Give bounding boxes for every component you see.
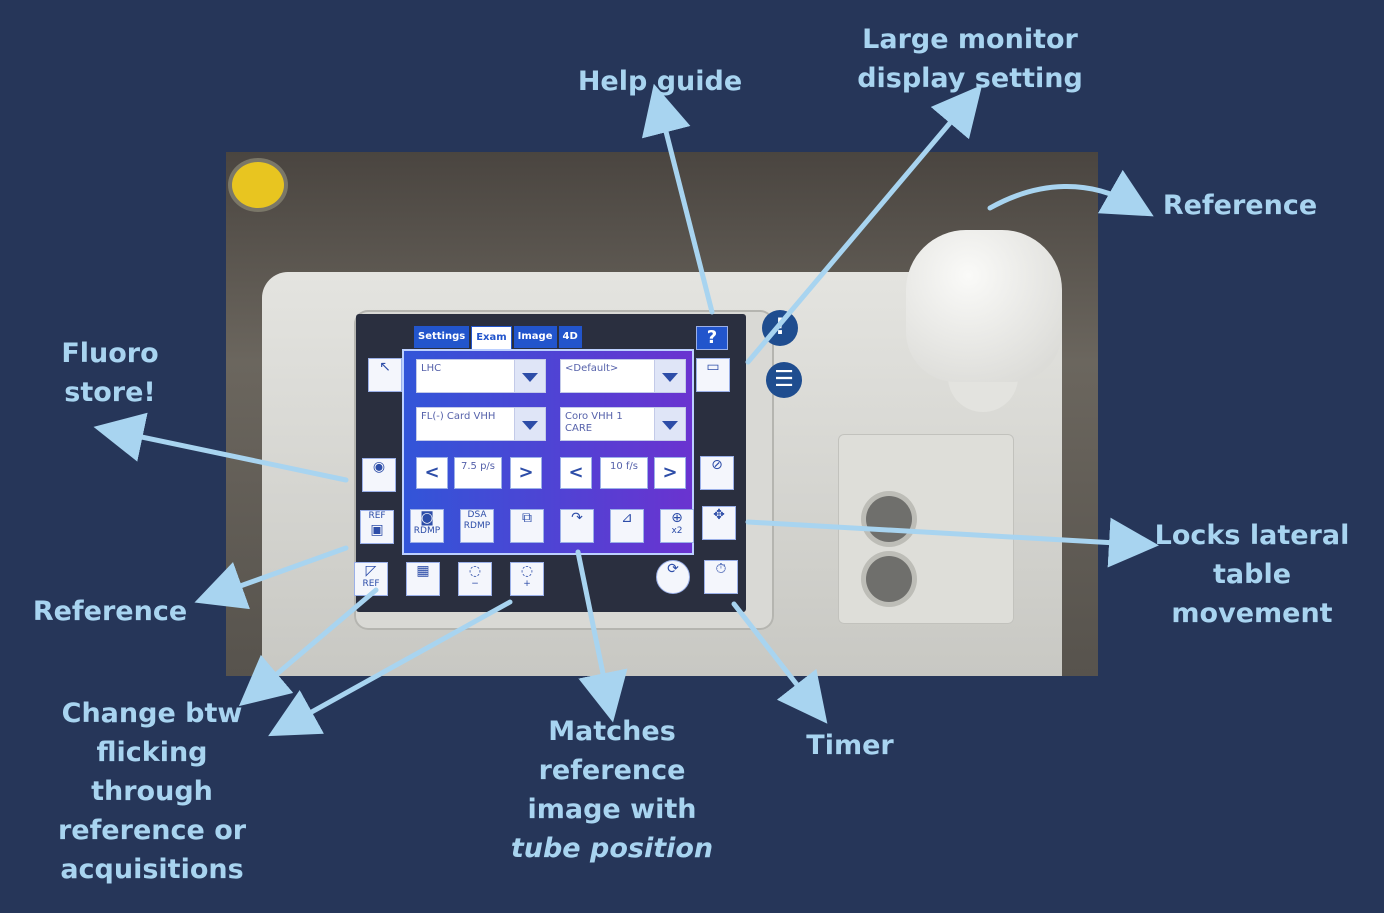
match-tube-position-button[interactable]: ↷	[560, 509, 594, 543]
tube-position-icon: ↷	[571, 510, 583, 526]
acq-rate-prev-button[interactable]: <	[560, 457, 592, 489]
chevron-down-icon[interactable]	[654, 360, 685, 392]
tab-exam[interactable]: Exam	[471, 326, 512, 350]
ref-icon: ▣	[370, 522, 384, 538]
label-fluoro-store: Fluoro store!	[61, 338, 159, 408]
procedure-field[interactable]: LHC	[416, 359, 546, 393]
acq-rate-next-button[interactable]: >	[654, 457, 686, 489]
tab-image[interactable]: Image	[513, 326, 557, 348]
collimator-button[interactable]: ⊿	[610, 509, 644, 543]
fluoro-rate-next-button[interactable]: >	[510, 457, 542, 489]
yellow-button[interactable]	[232, 162, 284, 208]
preset-field[interactable]: <Default>	[560, 359, 686, 393]
warning-icon: !	[762, 310, 798, 346]
fluoro-rate[interactable]: 7.5 p/s	[454, 457, 502, 489]
manual-icon: ☰	[766, 362, 802, 398]
zoom-x2-button[interactable]: ⊕ x2	[660, 509, 694, 543]
reference-button[interactable]: REF ▣	[360, 510, 394, 544]
acq-rate[interactable]: 10 f/s	[600, 457, 648, 489]
joystick-knob[interactable]	[906, 230, 1062, 382]
ref-overlay-button[interactable]: ⧉	[510, 509, 544, 543]
label-reference-left: Reference	[32, 596, 188, 627]
mute-button[interactable]: ⊘	[700, 456, 734, 490]
label-help-guide: Help guide	[577, 66, 743, 97]
zoom-icon: ⊕	[671, 510, 683, 526]
label-matches-reference: Matches reference image with tube positi…	[510, 716, 714, 864]
timer-icon: ⏱	[715, 561, 727, 577]
ref-minus-button[interactable]: ◌ −	[458, 562, 492, 596]
fluoro-store-button[interactable]: ◉	[362, 458, 396, 492]
fluoro-program-field[interactable]: FL(-) Card VHH	[416, 407, 546, 441]
eye-store-icon: ◉	[372, 459, 386, 475]
fluoro-rate-prev-button[interactable]: <	[416, 457, 448, 489]
monitor-icon: ▭	[706, 359, 720, 375]
lightbulb-icon: ◌	[520, 563, 534, 579]
timer-button[interactable]: ⏱	[704, 560, 738, 594]
label-reference-top: Reference	[1162, 190, 1318, 221]
label-change-btw: Change btw flicking through reference or…	[57, 698, 247, 885]
roadmap-icon: ◙	[420, 510, 434, 526]
tab-settings[interactable]: Settings	[414, 326, 470, 348]
tab-bar: Settings Exam Image 4D	[414, 326, 582, 350]
cursor-icon: ↖	[379, 359, 391, 375]
console-photo: Settings Exam Image 4D ? ▭ ↖ ◉ REF ▣ ◸ REF…	[226, 152, 1098, 676]
tab-4d[interactable]: 4D	[558, 326, 582, 348]
joystick[interactable]	[878, 222, 1086, 418]
move-arrows-icon: ✥	[713, 507, 725, 523]
side-round-button-2[interactable]	[866, 556, 912, 602]
side-round-button-1[interactable]	[866, 496, 912, 542]
exam-panel: LHC <Default> FL(-) Card VHH Coro VHH 1 …	[402, 349, 694, 555]
large-monitor-button[interactable]: ▭	[696, 358, 730, 392]
procedure-more-button[interactable]	[514, 360, 545, 392]
lightbulb-icon: ◌	[468, 563, 482, 579]
label-locks-lateral: Locks lateral table movement	[1154, 520, 1350, 629]
chevron-down-icon[interactable]	[654, 408, 685, 440]
pointer-button[interactable]: ↖	[368, 358, 402, 392]
rotate-grid-icon: ⟳	[667, 561, 679, 577]
change-ref-button[interactable]: ◸ REF	[354, 562, 388, 596]
ref-toggle-icon: ◸	[365, 563, 377, 579]
rdmp-button[interactable]: ◙ RDMP	[410, 509, 444, 543]
ref-plus-button[interactable]: ◌ +	[510, 562, 544, 596]
side-panel	[838, 434, 1014, 624]
grid-icon: ▦	[416, 563, 430, 579]
ref-overlay-icon: ⧉	[522, 510, 532, 526]
acq-program-field[interactable]: Coro VHH 1 CARE	[560, 407, 686, 441]
dsa-rdmp-button[interactable]: DSA RDMP	[460, 509, 494, 543]
chevron-down-icon[interactable]	[514, 408, 545, 440]
label-large-monitor: Large monitor display setting	[857, 24, 1083, 94]
ref-grid-button[interactable]: ▦	[406, 562, 440, 596]
help-button[interactable]: ?	[696, 326, 728, 350]
collimator-icon: ⊿	[621, 510, 633, 526]
rotate-grid-button[interactable]: ⟳	[656, 560, 690, 594]
label-timer: Timer	[806, 730, 894, 761]
lock-lateral-button[interactable]: ✥	[702, 506, 736, 540]
mute-icon: ⊘	[711, 457, 723, 473]
